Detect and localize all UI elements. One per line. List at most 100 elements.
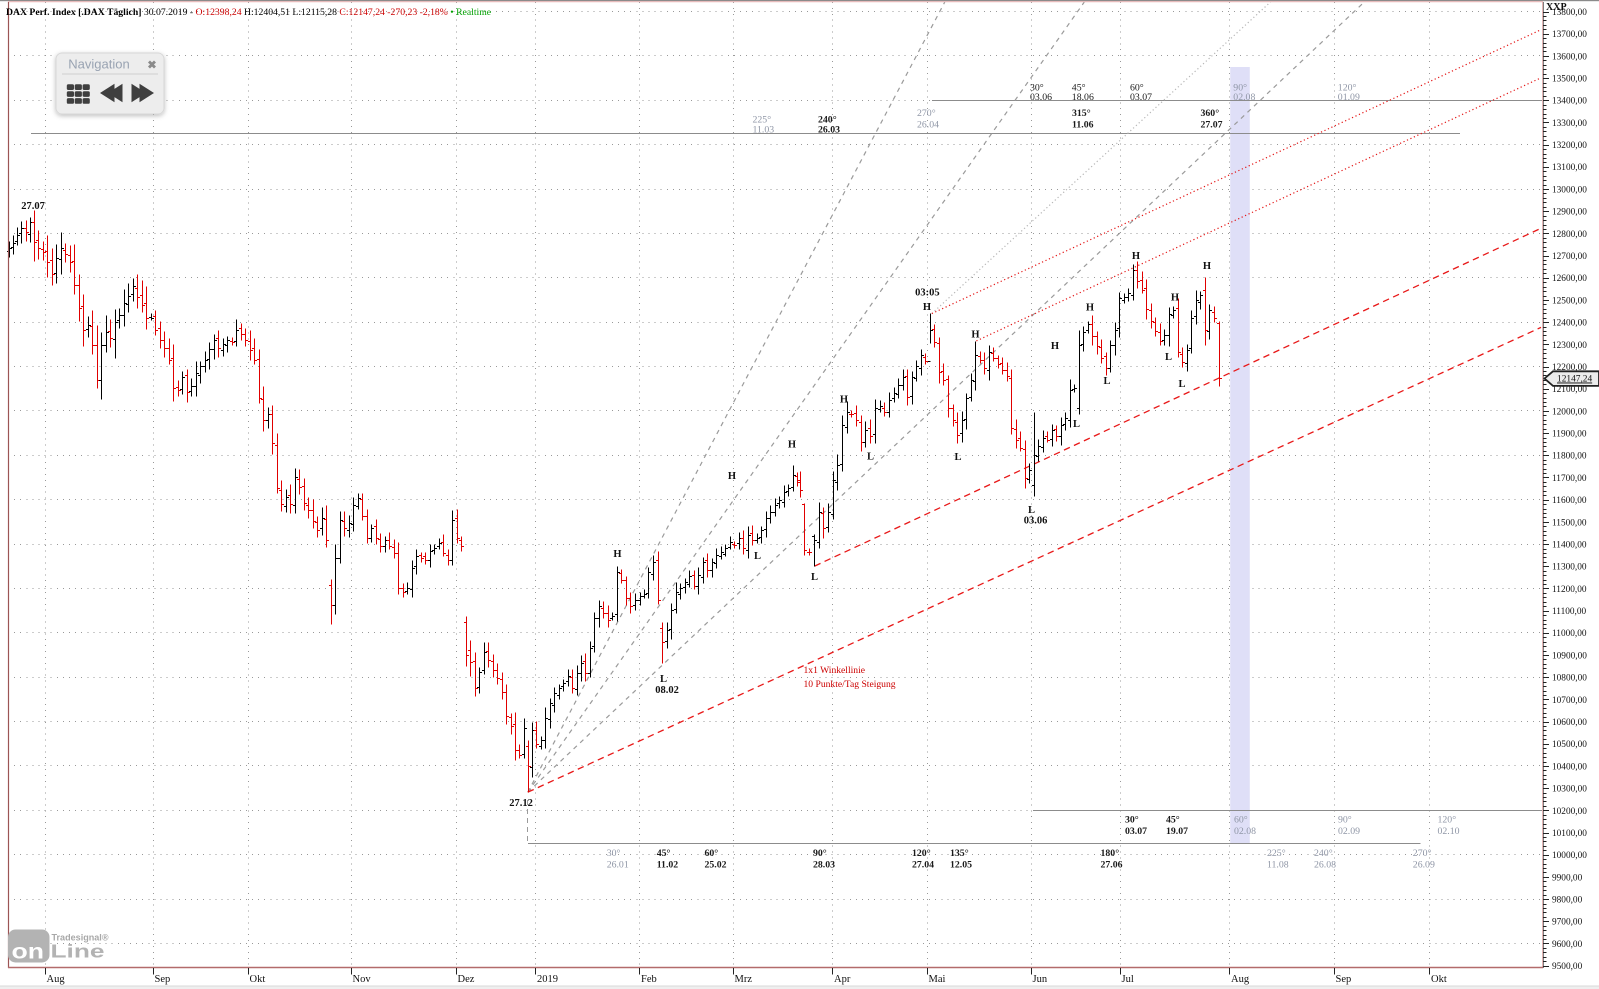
- svg-text:270°: 270°: [917, 108, 936, 119]
- svg-text:Sep: Sep: [1336, 974, 1352, 985]
- svg-text:12600,00: 12600,00: [1552, 274, 1587, 284]
- svg-text:13700,00: 13700,00: [1552, 30, 1587, 40]
- svg-text:12147,24: 12147,24: [1557, 375, 1592, 385]
- svg-text:30°: 30°: [1030, 83, 1044, 94]
- svg-text:26.03: 26.03: [818, 125, 840, 136]
- svg-text:Dez: Dez: [458, 974, 475, 985]
- svg-text:H: H: [728, 471, 736, 482]
- svg-text:18.06: 18.06: [1072, 92, 1094, 103]
- svg-text:11.06: 11.06: [1072, 120, 1094, 131]
- svg-text:26.04: 26.04: [917, 120, 939, 131]
- svg-text:Tradesignal®: Tradesignal®: [52, 933, 109, 944]
- svg-text:L: L: [954, 452, 961, 463]
- svg-text:H: H: [923, 302, 931, 313]
- svg-text:45°: 45°: [1166, 815, 1180, 826]
- svg-text:02.08: 02.08: [1233, 92, 1255, 103]
- svg-text:225°: 225°: [753, 115, 772, 126]
- svg-text:01.09: 01.09: [1338, 92, 1360, 103]
- svg-text:13200,00: 13200,00: [1552, 141, 1587, 151]
- svg-text:L: L: [660, 674, 667, 685]
- svg-text:02.09: 02.09: [1338, 826, 1360, 837]
- svg-text:27.04: 27.04: [912, 860, 934, 871]
- svg-text:13300,00: 13300,00: [1552, 119, 1587, 129]
- svg-text:26.08: 26.08: [1314, 860, 1336, 871]
- svg-text:Okt: Okt: [1431, 974, 1447, 985]
- svg-text:240°: 240°: [1314, 848, 1333, 859]
- svg-text:11200,00: 11200,00: [1552, 585, 1587, 595]
- svg-text:11000,00: 11000,00: [1552, 629, 1587, 639]
- svg-text:10 Punkte/Tag Steigung: 10 Punkte/Tag Steigung: [804, 679, 896, 690]
- svg-text:H: H: [1051, 341, 1059, 352]
- svg-text:L: L: [1165, 352, 1172, 363]
- svg-text:2019: 2019: [537, 974, 558, 985]
- svg-text:12.05: 12.05: [950, 860, 972, 871]
- svg-text:120°: 120°: [1438, 815, 1457, 826]
- svg-text:9500,00: 9500,00: [1552, 962, 1583, 972]
- svg-text:03.06: 03.06: [1024, 516, 1048, 527]
- svg-text:180°: 180°: [1101, 848, 1120, 859]
- svg-text:L: L: [754, 551, 761, 562]
- svg-text:11.03: 11.03: [753, 125, 775, 136]
- svg-text:L: L: [1028, 505, 1035, 516]
- svg-text:02.08: 02.08: [1234, 826, 1256, 837]
- svg-text:27.06: 27.06: [1101, 860, 1123, 871]
- svg-text:11600,00: 11600,00: [1552, 496, 1587, 506]
- svg-text:Mai: Mai: [929, 974, 946, 985]
- svg-text:19.07: 19.07: [1166, 826, 1188, 837]
- svg-text:270°: 270°: [1413, 848, 1432, 859]
- svg-text:L: L: [811, 572, 818, 583]
- svg-text:240°: 240°: [818, 115, 837, 126]
- svg-text:9900,00: 9900,00: [1552, 873, 1583, 883]
- svg-text:12000,00: 12000,00: [1552, 407, 1587, 417]
- svg-text:10800,00: 10800,00: [1552, 674, 1587, 684]
- svg-text:13500,00: 13500,00: [1552, 75, 1587, 85]
- svg-text:27.07: 27.07: [1201, 120, 1223, 131]
- svg-text:1x1 Winkellinie: 1x1 Winkellinie: [804, 665, 866, 676]
- svg-text:Jul: Jul: [1122, 974, 1134, 985]
- svg-text:10700,00: 10700,00: [1552, 696, 1587, 706]
- svg-text:Aug: Aug: [1231, 974, 1250, 985]
- svg-text:10500,00: 10500,00: [1552, 740, 1587, 750]
- svg-text:03.07: 03.07: [1125, 826, 1147, 837]
- svg-text:11500,00: 11500,00: [1552, 518, 1587, 528]
- svg-text:H: H: [1086, 303, 1094, 314]
- svg-text:30°: 30°: [607, 848, 621, 859]
- svg-text:12300,00: 12300,00: [1552, 341, 1587, 351]
- svg-text:60°: 60°: [1234, 815, 1248, 826]
- svg-text:11700,00: 11700,00: [1552, 474, 1587, 484]
- svg-text:315°: 315°: [1072, 108, 1091, 119]
- svg-text:10400,00: 10400,00: [1552, 762, 1587, 772]
- svg-text:12700,00: 12700,00: [1552, 252, 1587, 262]
- svg-text:60°: 60°: [1130, 83, 1144, 94]
- svg-text:13000,00: 13000,00: [1552, 185, 1587, 195]
- svg-text:L: L: [1073, 419, 1080, 430]
- svg-text:H: H: [1203, 261, 1211, 272]
- svg-text:13100,00: 13100,00: [1552, 163, 1587, 173]
- svg-text:11400,00: 11400,00: [1552, 541, 1587, 551]
- svg-text:12200,00: 12200,00: [1552, 363, 1587, 373]
- svg-text:L: L: [867, 452, 874, 463]
- svg-text:H: H: [788, 440, 796, 451]
- svg-text:27.07: 27.07: [21, 201, 45, 212]
- svg-text:11.02: 11.02: [657, 860, 679, 871]
- svg-text:03.07: 03.07: [1130, 92, 1152, 103]
- svg-text:13400,00: 13400,00: [1552, 97, 1587, 107]
- svg-text:12800,00: 12800,00: [1552, 230, 1587, 240]
- svg-text:10300,00: 10300,00: [1552, 785, 1587, 795]
- svg-text:Line: Line: [51, 941, 105, 962]
- svg-text:10100,00: 10100,00: [1552, 829, 1587, 839]
- svg-text:26.01: 26.01: [607, 860, 629, 871]
- svg-text:13600,00: 13600,00: [1552, 52, 1587, 62]
- svg-text:90°: 90°: [1233, 83, 1247, 94]
- svg-text:Okt: Okt: [250, 974, 266, 985]
- svg-text:25.02: 25.02: [705, 860, 727, 871]
- svg-text:Feb: Feb: [641, 974, 657, 985]
- svg-text:120°: 120°: [912, 848, 931, 859]
- svg-text:360°: 360°: [1201, 108, 1220, 119]
- svg-text:12900,00: 12900,00: [1552, 208, 1587, 218]
- svg-text:12400,00: 12400,00: [1552, 319, 1587, 329]
- svg-text:90°: 90°: [1338, 815, 1352, 826]
- svg-text:Sep: Sep: [155, 974, 171, 985]
- svg-text:30°: 30°: [1125, 815, 1139, 826]
- svg-text:H: H: [971, 330, 979, 341]
